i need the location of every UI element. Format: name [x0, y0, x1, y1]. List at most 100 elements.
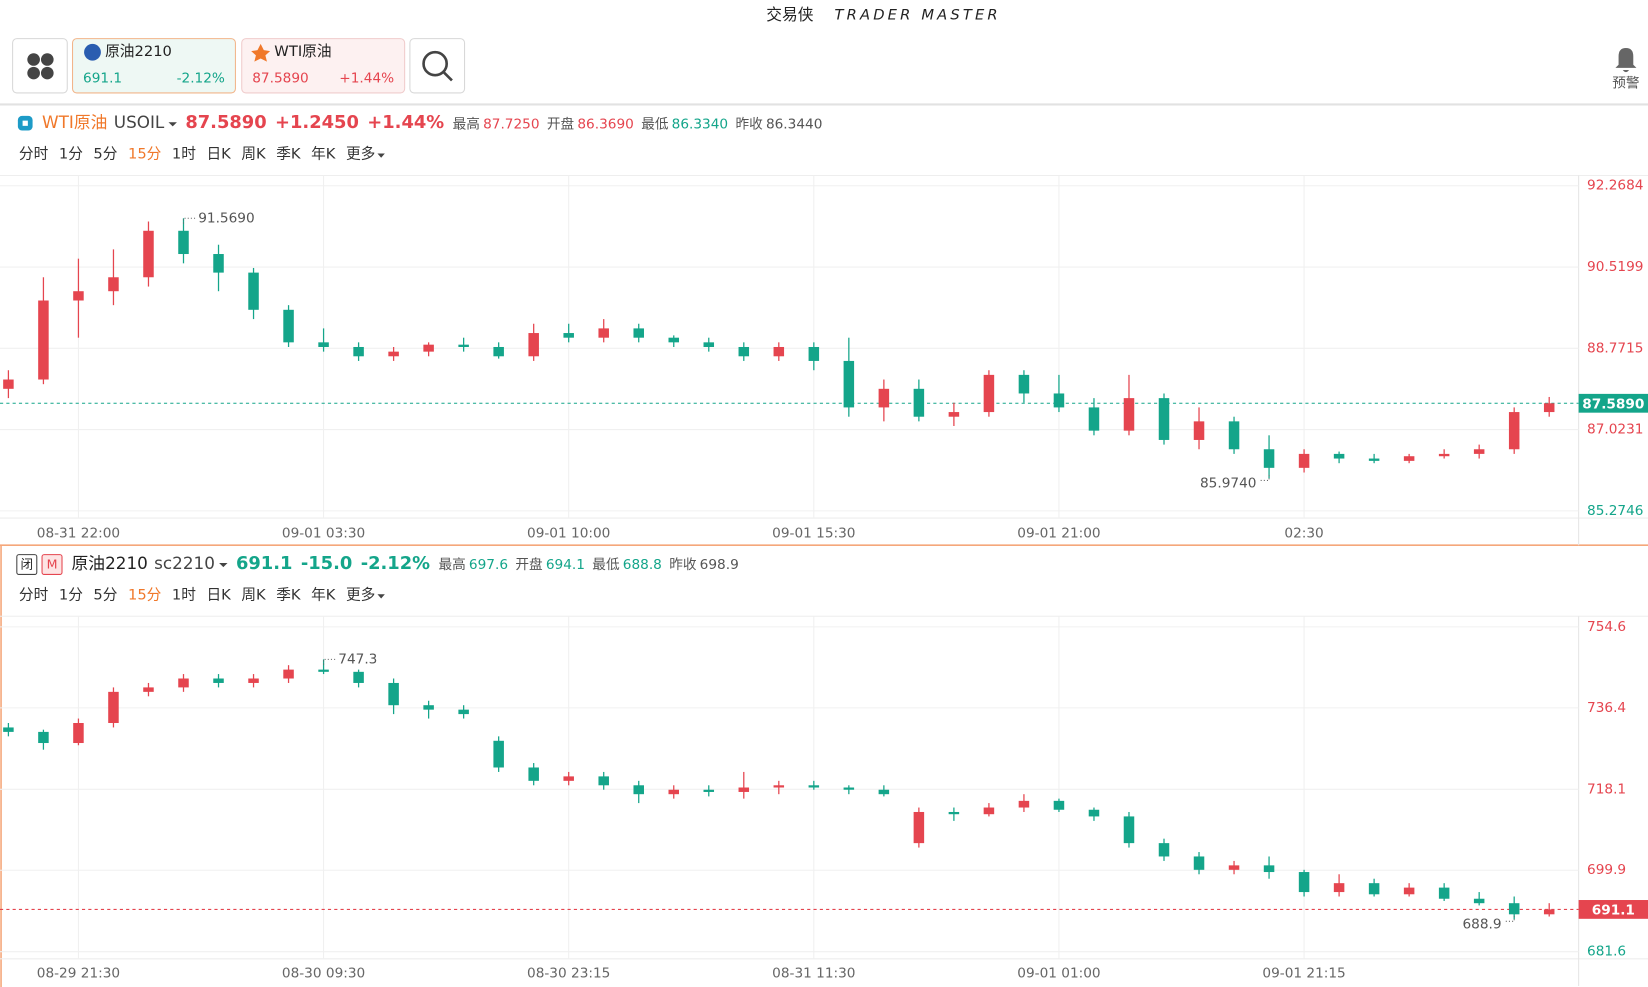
candle-body [283, 669, 294, 679]
dropdown-caret[interactable] [377, 153, 385, 158]
dropdown-caret[interactable] [377, 594, 385, 599]
candle-body [1053, 800, 1065, 810]
candle-body [1228, 421, 1240, 450]
candle-body [248, 678, 259, 683]
last-price: 691.1 [236, 553, 292, 574]
brand-cn: 交易侠 [766, 5, 814, 24]
period-button[interactable]: 5分 [93, 586, 117, 603]
y-tick-label: 718.1 [1587, 781, 1626, 797]
period-button[interactable]: 分时 [19, 586, 49, 603]
period-button[interactable]: 季K [276, 586, 301, 603]
period-button[interactable]: 日K [206, 586, 231, 603]
stat-label: 开盘 [547, 115, 574, 132]
tab-usoil[interactable] [241, 38, 406, 94]
candle-body [1298, 872, 1310, 893]
candle-body [563, 776, 574, 781]
period-button[interactable]: 更多 [346, 146, 375, 163]
price-change-pct: +1.44% [367, 112, 444, 133]
candle-body [1508, 412, 1520, 450]
period-button[interactable]: 季K [276, 146, 301, 163]
period-button[interactable]: 1时 [172, 586, 196, 603]
candle-body [1368, 883, 1380, 895]
status-badge [16, 554, 38, 575]
period-button[interactable]: 1分 [59, 586, 83, 603]
high-label: 91.5690 [198, 210, 254, 226]
candle-body [808, 785, 820, 788]
candle-body [1263, 865, 1275, 873]
stat-label: 最低 [592, 557, 620, 573]
high-marker [182, 217, 197, 224]
x-tick-label: 09-01 03:30 [282, 526, 365, 542]
candle-body [983, 807, 995, 815]
period-button[interactable]: 15分 [128, 146, 162, 163]
symbol-name: 原油2210 [71, 553, 147, 573]
candle-body [353, 346, 364, 357]
candle-body [493, 740, 504, 768]
period-button[interactable]: 1时 [172, 146, 196, 163]
candle-body [1088, 407, 1100, 431]
stat-label: 昨收 [735, 116, 763, 132]
last-price-badge [1578, 393, 1648, 413]
x-tick-label: 08-31 11:30 [772, 965, 855, 981]
tab-price: 87.5890 [252, 70, 308, 86]
candle-body [1508, 903, 1520, 915]
tab-icon [251, 43, 271, 62]
candle-body [1158, 398, 1170, 440]
tab-sc2210[interactable] [71, 38, 236, 94]
candle-body [668, 789, 680, 795]
candle-body [1403, 456, 1415, 461]
period-button[interactable]: 更多 [346, 586, 375, 603]
tab-name: 原油2210 [105, 43, 172, 60]
price-change-pct: -2.12% [361, 553, 431, 574]
x-tick-label: 08-31 22:00 [37, 526, 120, 542]
candle-body [423, 705, 434, 710]
dropdown-caret[interactable] [168, 122, 177, 127]
candle-body [38, 300, 49, 380]
stat-value: 697.6 [469, 557, 508, 573]
candle-body [108, 277, 119, 292]
period-button[interactable]: 5分 [93, 146, 117, 163]
candle-body [773, 346, 785, 357]
candle-body [493, 346, 504, 357]
x-tick-label: 09-01 01:00 [1017, 965, 1100, 981]
alert-icon[interactable] [1615, 48, 1637, 73]
candle-body [1193, 421, 1205, 440]
candle-body [388, 682, 399, 706]
period-button[interactable]: 1分 [59, 146, 83, 163]
x-tick-label: 09-01 10:00 [527, 526, 610, 542]
low-label: 688.9 [1462, 916, 1501, 932]
x-tick-label: 08-30 23:15 [527, 965, 610, 981]
candle-body [178, 230, 189, 255]
period-button[interactable]: 年K [311, 146, 336, 163]
candle-body [528, 333, 539, 357]
period-button[interactable]: 分时 [19, 146, 49, 163]
x-tick-label: 09-01 21:15 [1262, 965, 1345, 981]
dropdown-caret[interactable] [219, 562, 228, 568]
candle-body [1333, 453, 1345, 459]
period-button[interactable]: 15分 [128, 586, 162, 603]
period-button[interactable]: 周K [241, 586, 266, 603]
y-tick-label: 85.2746 [1587, 503, 1643, 519]
menu-button[interactable] [12, 38, 68, 94]
candle-body [913, 811, 925, 844]
candle-body [318, 669, 329, 672]
candle-body [528, 767, 539, 781]
candle-body [1018, 800, 1030, 808]
period-button[interactable]: 年K [311, 586, 336, 603]
symbol-code: USOIL [114, 112, 165, 132]
period-button[interactable]: 周K [241, 146, 266, 163]
alert-label[interactable]: 预警 [1612, 76, 1640, 92]
candle-body [1438, 453, 1450, 457]
status-badge [41, 554, 63, 575]
search-button[interactable] [409, 38, 466, 94]
candle-body [283, 309, 294, 343]
stat-value: 87.7250 [483, 116, 539, 132]
stat-label: 开盘 [515, 556, 542, 573]
period-button[interactable]: 日K [206, 146, 231, 163]
candle-body [318, 342, 329, 347]
price-change: +1.2450 [275, 112, 359, 133]
stat-label: 昨收 [669, 557, 697, 573]
candle-body [843, 787, 855, 790]
stat-label: 最高 [453, 115, 480, 132]
